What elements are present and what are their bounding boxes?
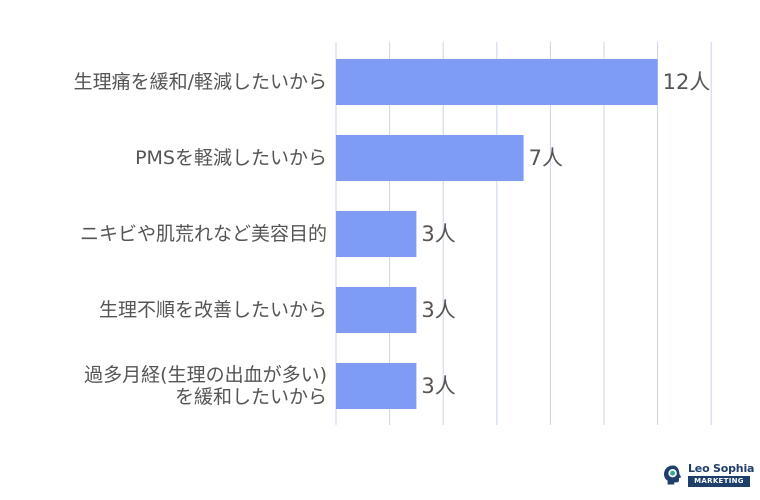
bar [336, 135, 524, 181]
value-label: 3人 [421, 298, 455, 322]
bar [336, 363, 417, 409]
bar [336, 287, 417, 333]
category-label: 生理不順を改善したいから [99, 299, 327, 321]
value-label: 7人 [529, 146, 563, 170]
category-label: 生理痛を緩和/軽減したいから [74, 71, 327, 93]
logo-head-icon [664, 465, 682, 485]
logo-subtitle: MARKETING [688, 476, 750, 487]
value-label: 3人 [421, 374, 455, 398]
category-label: ニキビや肌荒れなど美容目的 [80, 223, 327, 245]
value-label: 3人 [421, 222, 455, 246]
category-label: PMSを軽減したいから [135, 147, 327, 169]
category-labels: 生理痛を緩和/軽減したいから PMSを軽減したいからニキビや肌荒れなど美容目的生理… [74, 71, 327, 408]
bar [336, 211, 417, 257]
value-label: 12人 [663, 70, 711, 94]
value-labels: 12人 7人 3人 3人 3人 [421, 70, 710, 398]
logo-name: Leo Sophia [688, 462, 755, 475]
category-label: 過多月経(生理の出血が多い) [84, 364, 327, 386]
bars [336, 59, 658, 409]
brand-logo: Leo Sophia MARKETING [662, 462, 754, 490]
bar [336, 59, 658, 105]
category-label: を緩和したいから [175, 386, 327, 408]
gridlines [335, 42, 712, 425]
